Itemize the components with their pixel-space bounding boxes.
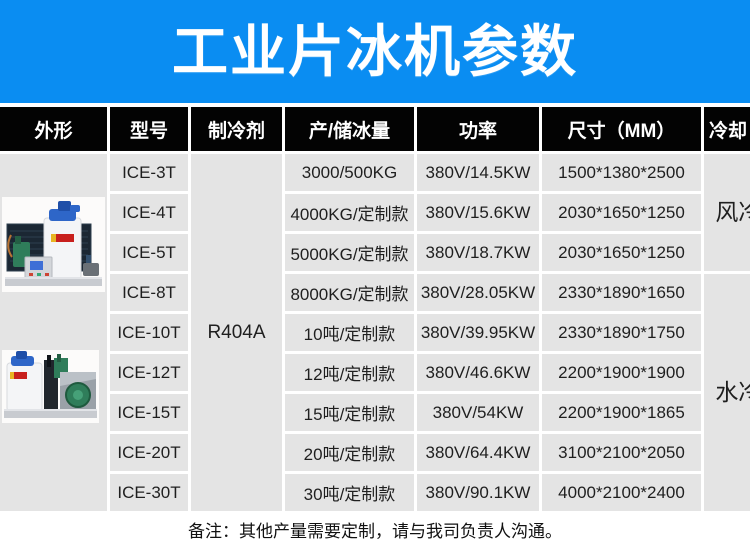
power-cell: 380V/90.1KW: [417, 474, 539, 511]
size-cell: 2030*1650*1250: [542, 234, 701, 271]
column-header-refrigerant: 制冷剂: [191, 107, 282, 151]
page-title: 工业片冰机参数: [172, 19, 578, 83]
model-cell: ICE-3T: [110, 154, 188, 191]
model-cell: ICE-5T: [110, 234, 188, 271]
power-cell: 380V/46.6KW: [417, 354, 539, 391]
power-cell: 380V/28.05KW: [417, 274, 539, 311]
cooling-air-label: 风冷: [715, 199, 750, 225]
size-cell: 2330*1890*1750: [542, 314, 701, 351]
refrigerant-value-cell: R404A: [191, 154, 282, 511]
title-banner: 工业片冰机参数: [0, 0, 750, 103]
model-cell: ICE-20T: [110, 434, 188, 471]
capacity-cell: 8000KG/定制款: [285, 274, 414, 311]
power-cell: 380V/14.5KW: [417, 154, 539, 191]
model-cell: ICE-10T: [110, 314, 188, 351]
machine-photos-cell: [0, 154, 107, 511]
spec-table: 外形 型号 制冷剂 产/储冰量 功率 尺寸（MM） 冷却: [0, 107, 750, 511]
column-header-power: 功率: [417, 107, 539, 151]
cooling-water-cell: 水冷: [704, 274, 750, 511]
size-cell: 4000*2100*2400: [542, 474, 701, 511]
power-cell: 380V/39.95KW: [417, 314, 539, 351]
size-cell: 1500*1380*2500: [542, 154, 701, 191]
column-header-capacity: 产/储冰量: [285, 107, 414, 151]
size-cell: 2330*1890*1650: [542, 274, 701, 311]
column-header-cooling: 冷却: [704, 107, 750, 151]
cooling-air-cell: 风冷: [704, 154, 750, 271]
size-cell: 2030*1650*1250: [542, 194, 701, 231]
power-cell: 380V/54KW: [417, 394, 539, 431]
capacity-cell: 4000KG/定制款: [285, 194, 414, 231]
capacity-cell: 15吨/定制款: [285, 394, 414, 431]
model-cell: ICE-8T: [110, 274, 188, 311]
model-cell: ICE-12T: [110, 354, 188, 391]
power-cell: 380V/15.6KW: [417, 194, 539, 231]
size-cell: 3100*2100*2050: [542, 434, 701, 471]
capacity-cell: 12吨/定制款: [285, 354, 414, 391]
capacity-cell: 3000/500KG: [285, 154, 414, 191]
capacity-cell: 20吨/定制款: [285, 434, 414, 471]
model-cell: ICE-15T: [110, 394, 188, 431]
column-header-model: 型号: [110, 107, 188, 151]
capacity-cell: 30吨/定制款: [285, 474, 414, 511]
air-cooled-machine-photo: [2, 197, 105, 292]
model-cell: ICE-30T: [110, 474, 188, 511]
capacity-cell: 10吨/定制款: [285, 314, 414, 351]
power-cell: 380V/64.4KW: [417, 434, 539, 471]
column-header-size: 尺寸（MM）: [542, 107, 701, 151]
remark-note: 备注：其他产量需要定制，请与我司负责人沟通。: [188, 522, 562, 541]
capacity-cell: 5000KG/定制款: [285, 234, 414, 271]
power-cell: 380V/18.7KW: [417, 234, 539, 271]
column-header-shape: 外形: [0, 107, 107, 151]
cooling-water-label: 水冷: [715, 379, 750, 405]
water-cooled-machine-photo: [1, 350, 100, 423]
model-cell: ICE-4T: [110, 194, 188, 231]
size-cell: 2200*1900*1900: [542, 354, 701, 391]
size-cell: 2200*1900*1865: [542, 394, 701, 431]
spec-table-container: 外形 型号 制冷剂 产/储冰量 功率 尺寸（MM） 冷却: [0, 107, 750, 512]
